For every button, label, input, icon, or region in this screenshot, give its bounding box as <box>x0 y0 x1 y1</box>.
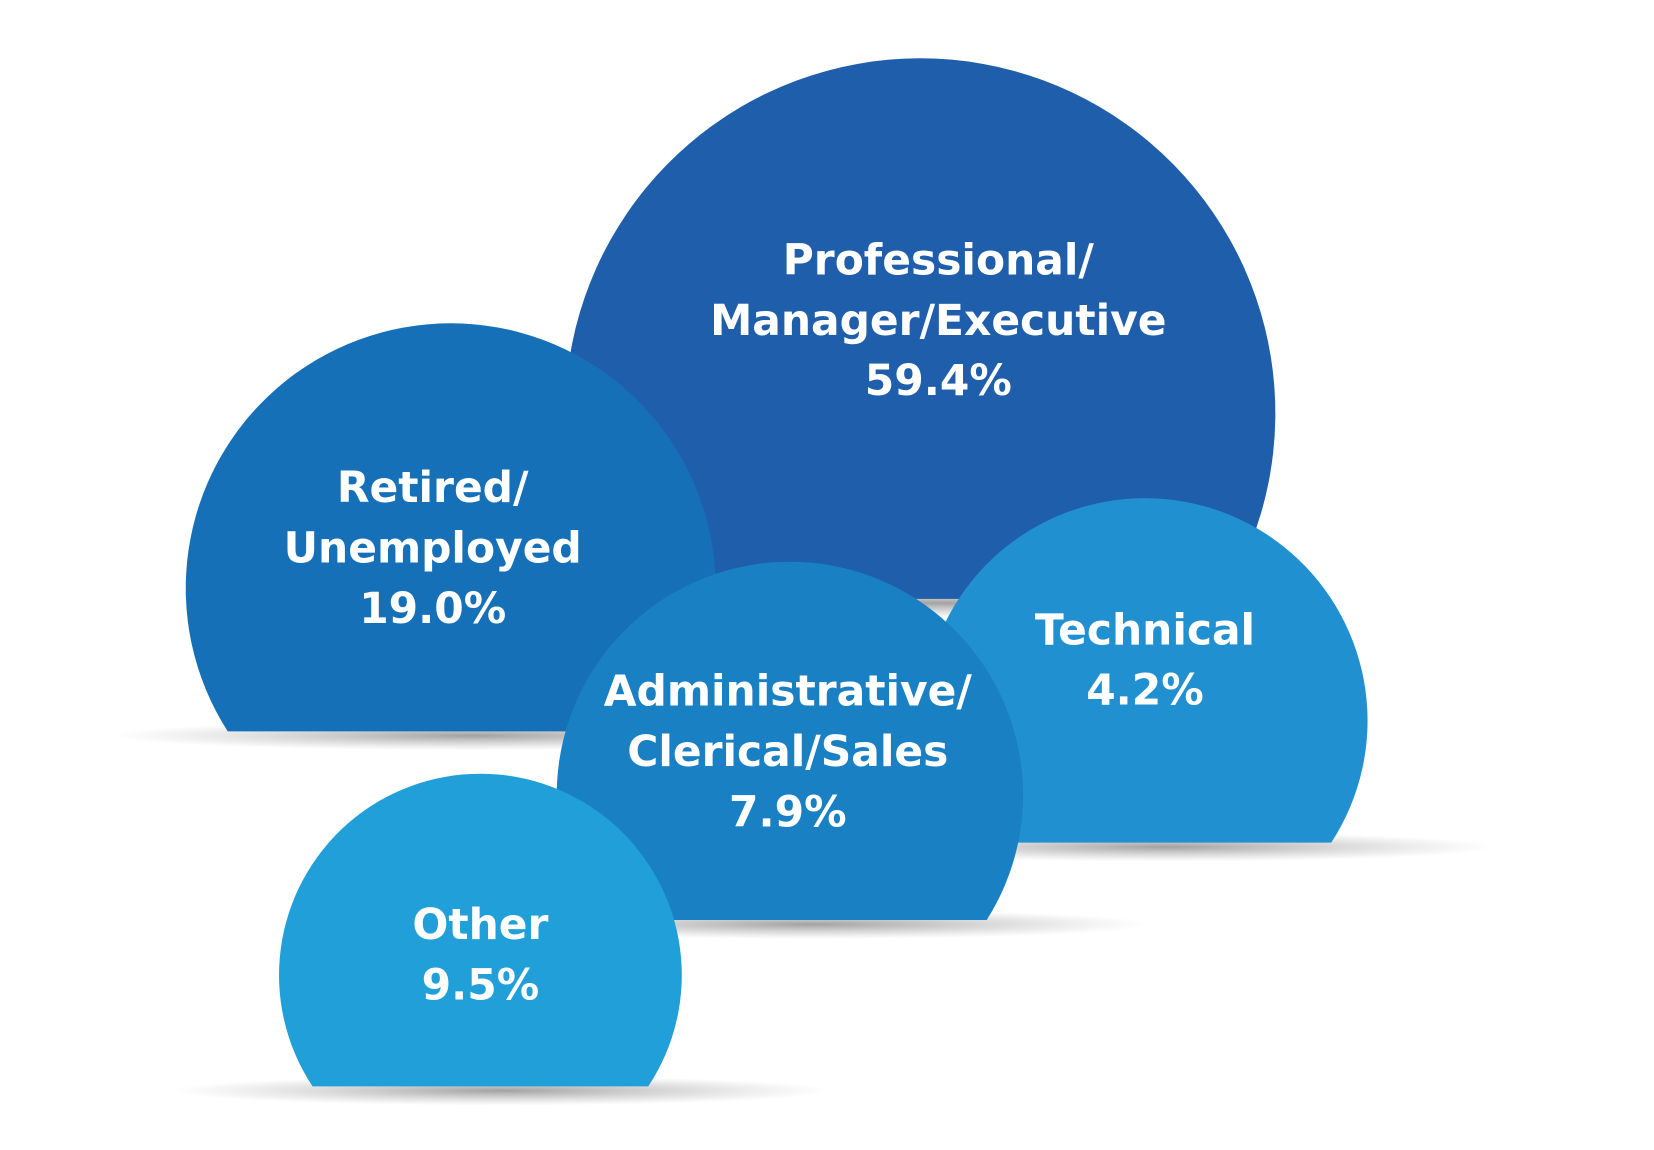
bubble-label: Manager/Executive <box>710 296 1166 345</box>
value-label: 9.5% <box>422 960 540 1009</box>
bubble <box>922 498 1368 843</box>
value-label: 59.4% <box>865 356 1012 405</box>
bubble-label: Unemployed <box>284 524 582 573</box>
bubble-label: Administrative/ <box>604 667 973 716</box>
bubble-label: Professional/ <box>783 235 1095 284</box>
bubble <box>185 323 716 732</box>
value-label: 19.0% <box>359 584 506 633</box>
bubble <box>565 58 1276 599</box>
bubble <box>556 561 1024 920</box>
bubble-label: Clerical/Sales <box>627 727 948 776</box>
bubble-label: Other <box>412 900 548 949</box>
bubble <box>279 773 682 1087</box>
bubble-label: Technical <box>1035 605 1255 654</box>
value-label: 7.9% <box>729 788 847 837</box>
bubble-label: Retired/ <box>337 463 529 512</box>
value-label: 4.2% <box>1086 666 1204 715</box>
